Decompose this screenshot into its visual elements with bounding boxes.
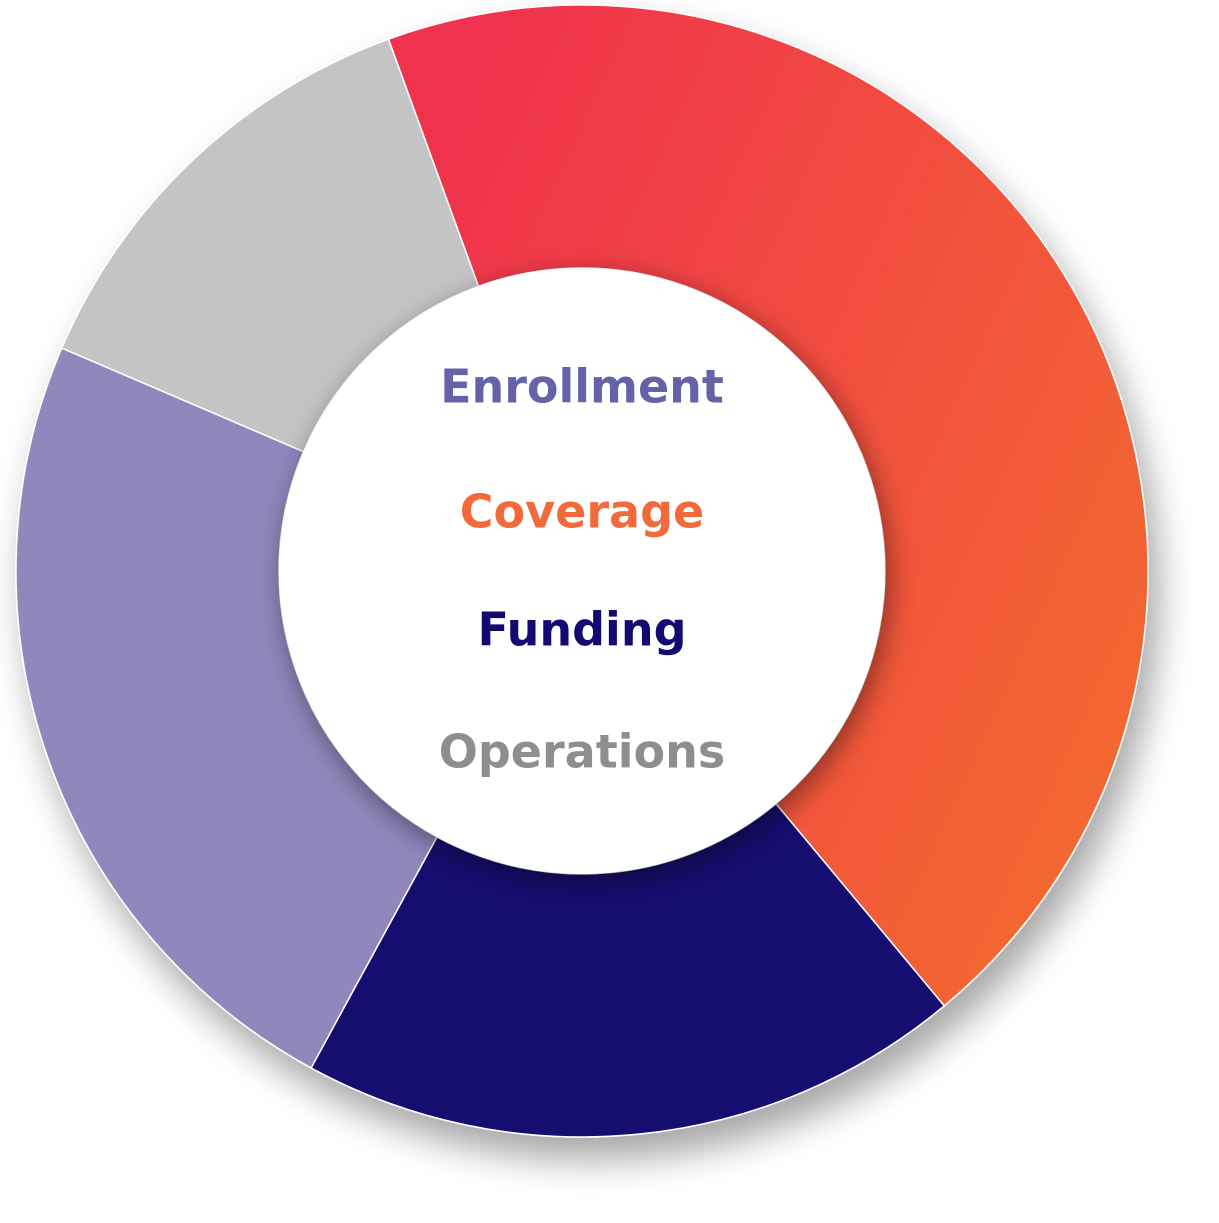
center-label-coverage: Coverage: [460, 485, 704, 539]
center-label-funding: Funding: [478, 603, 687, 657]
donut-ring: [15, 4, 1149, 1138]
donut-segment-funding: [310, 802, 946, 1138]
center-legend: Enrollment Coverage Funding Operations: [439, 360, 725, 779]
center-label-enrollment: Enrollment: [440, 360, 724, 414]
donut-center: [279, 268, 885, 874]
center-label-operations: Operations: [439, 725, 725, 779]
